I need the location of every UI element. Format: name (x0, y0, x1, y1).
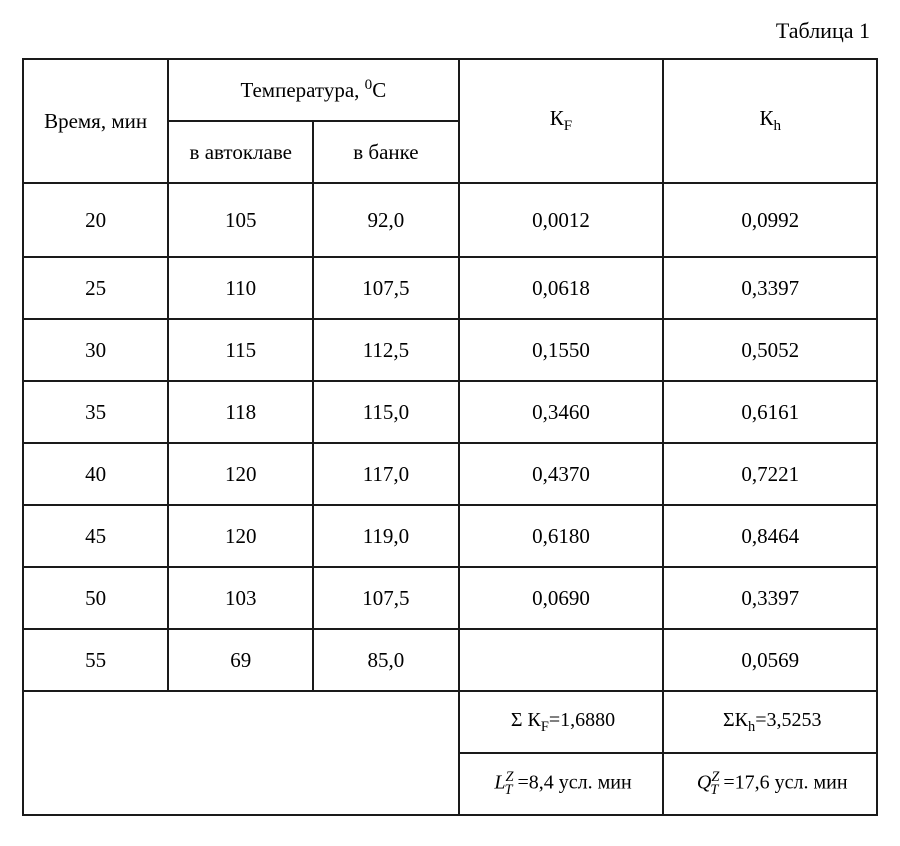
cell-kf: 0,4370 (459, 443, 664, 505)
cell-kf: 0,3460 (459, 381, 664, 443)
cell-autoclave: 120 (168, 443, 313, 505)
footer-Q: QZT =17,6 усл. мин (663, 753, 877, 815)
Q-value: =17,6 усл. мин (718, 772, 847, 794)
cell-kf: 0,0012 (459, 183, 664, 257)
cell-kh: 0,8464 (663, 505, 877, 567)
header-temperature-group: Температура, 0С (168, 59, 458, 121)
sum-kf-value: =1,6880 (549, 709, 615, 731)
table-row: 20 105 92,0 0,0012 0,0992 (23, 183, 877, 257)
cell-time: 45 (23, 505, 168, 567)
table-row: 50 103 107,5 0,0690 0,3397 (23, 567, 877, 629)
header-autoclave: в автоклаве (168, 121, 313, 183)
cell-time: 35 (23, 381, 168, 443)
cell-can: 119,0 (313, 505, 458, 567)
cell-can: 85,0 (313, 629, 458, 691)
cell-can: 92,0 (313, 183, 458, 257)
sum-kf-sigma: Σ К (511, 709, 541, 731)
table-row: 35 118 115,0 0,3460 0,6161 (23, 381, 877, 443)
cell-kh: 0,3397 (663, 257, 877, 319)
cell-autoclave: 120 (168, 505, 313, 567)
table-row: 30 115 112,5 0,1550 0,5052 (23, 319, 877, 381)
header-kh: Кh (663, 59, 877, 183)
cell-kf: 0,6180 (459, 505, 664, 567)
footer-spacer (23, 691, 459, 815)
header-kh-symbol: К (759, 106, 773, 130)
table-row: 45 120 119,0 0,6180 0,8464 (23, 505, 877, 567)
header-kf-symbol: К (550, 106, 564, 130)
cell-kh: 0,6161 (663, 381, 877, 443)
L-sub: T (504, 782, 512, 798)
header-kf-sub: F (564, 119, 572, 135)
footer-sum-kf: Σ КF=1,6880 (459, 691, 664, 753)
cell-can: 112,5 (313, 319, 458, 381)
table-row: 40 120 117,0 0,4370 0,7221 (23, 443, 877, 505)
table-caption: Таблица 1 (22, 18, 870, 44)
cell-kh: 0,3397 (663, 567, 877, 629)
sum-kf-sub: F (541, 719, 549, 735)
table-row: 25 110 107,5 0,0618 0,3397 (23, 257, 877, 319)
cell-autoclave: 110 (168, 257, 313, 319)
sum-kh-value: =3,5253 (755, 709, 821, 731)
footer-L: LZT =8,4 усл. мин (459, 753, 664, 815)
cell-time: 55 (23, 629, 168, 691)
header-temperature-label: Температура, (240, 78, 364, 102)
cell-can: 107,5 (313, 567, 458, 629)
cell-time: 30 (23, 319, 168, 381)
cell-time: 20 (23, 183, 168, 257)
header-kh-sub: h (773, 119, 781, 135)
Q-sub: T (710, 782, 718, 798)
cell-autoclave: 105 (168, 183, 313, 257)
cell-kf: 0,0690 (459, 567, 664, 629)
cell-kh: 0,0569 (663, 629, 877, 691)
cell-kh: 0,0992 (663, 183, 877, 257)
cell-autoclave: 69 (168, 629, 313, 691)
cell-autoclave: 118 (168, 381, 313, 443)
table-row: 55 69 85,0 0,0569 (23, 629, 877, 691)
cell-time: 40 (23, 443, 168, 505)
cell-autoclave: 115 (168, 319, 313, 381)
cell-kf (459, 629, 664, 691)
cell-can: 115,0 (313, 381, 458, 443)
footer-sum-kh: ΣКh=3,5253 (663, 691, 877, 753)
header-can: в банке (313, 121, 458, 183)
cell-time: 25 (23, 257, 168, 319)
cell-kh: 0,5052 (663, 319, 877, 381)
footer-row-sums: Σ КF=1,6880 ΣКh=3,5253 (23, 691, 877, 753)
header-time: Время, мин (23, 59, 168, 183)
sum-kh-sigma: ΣК (723, 709, 748, 731)
cell-kf: 0,1550 (459, 319, 664, 381)
data-table: Время, мин Температура, 0С КF Кh в авток… (22, 58, 878, 816)
L-value: =8,4 усл. мин (512, 772, 631, 794)
cell-can: 117,0 (313, 443, 458, 505)
cell-kf: 0,0618 (459, 257, 664, 319)
cell-autoclave: 103 (168, 567, 313, 629)
cell-kh: 0,7221 (663, 443, 877, 505)
cell-can: 107,5 (313, 257, 458, 319)
header-temperature-unit: С (372, 78, 386, 102)
cell-time: 50 (23, 567, 168, 629)
header-kf: КF (459, 59, 664, 183)
